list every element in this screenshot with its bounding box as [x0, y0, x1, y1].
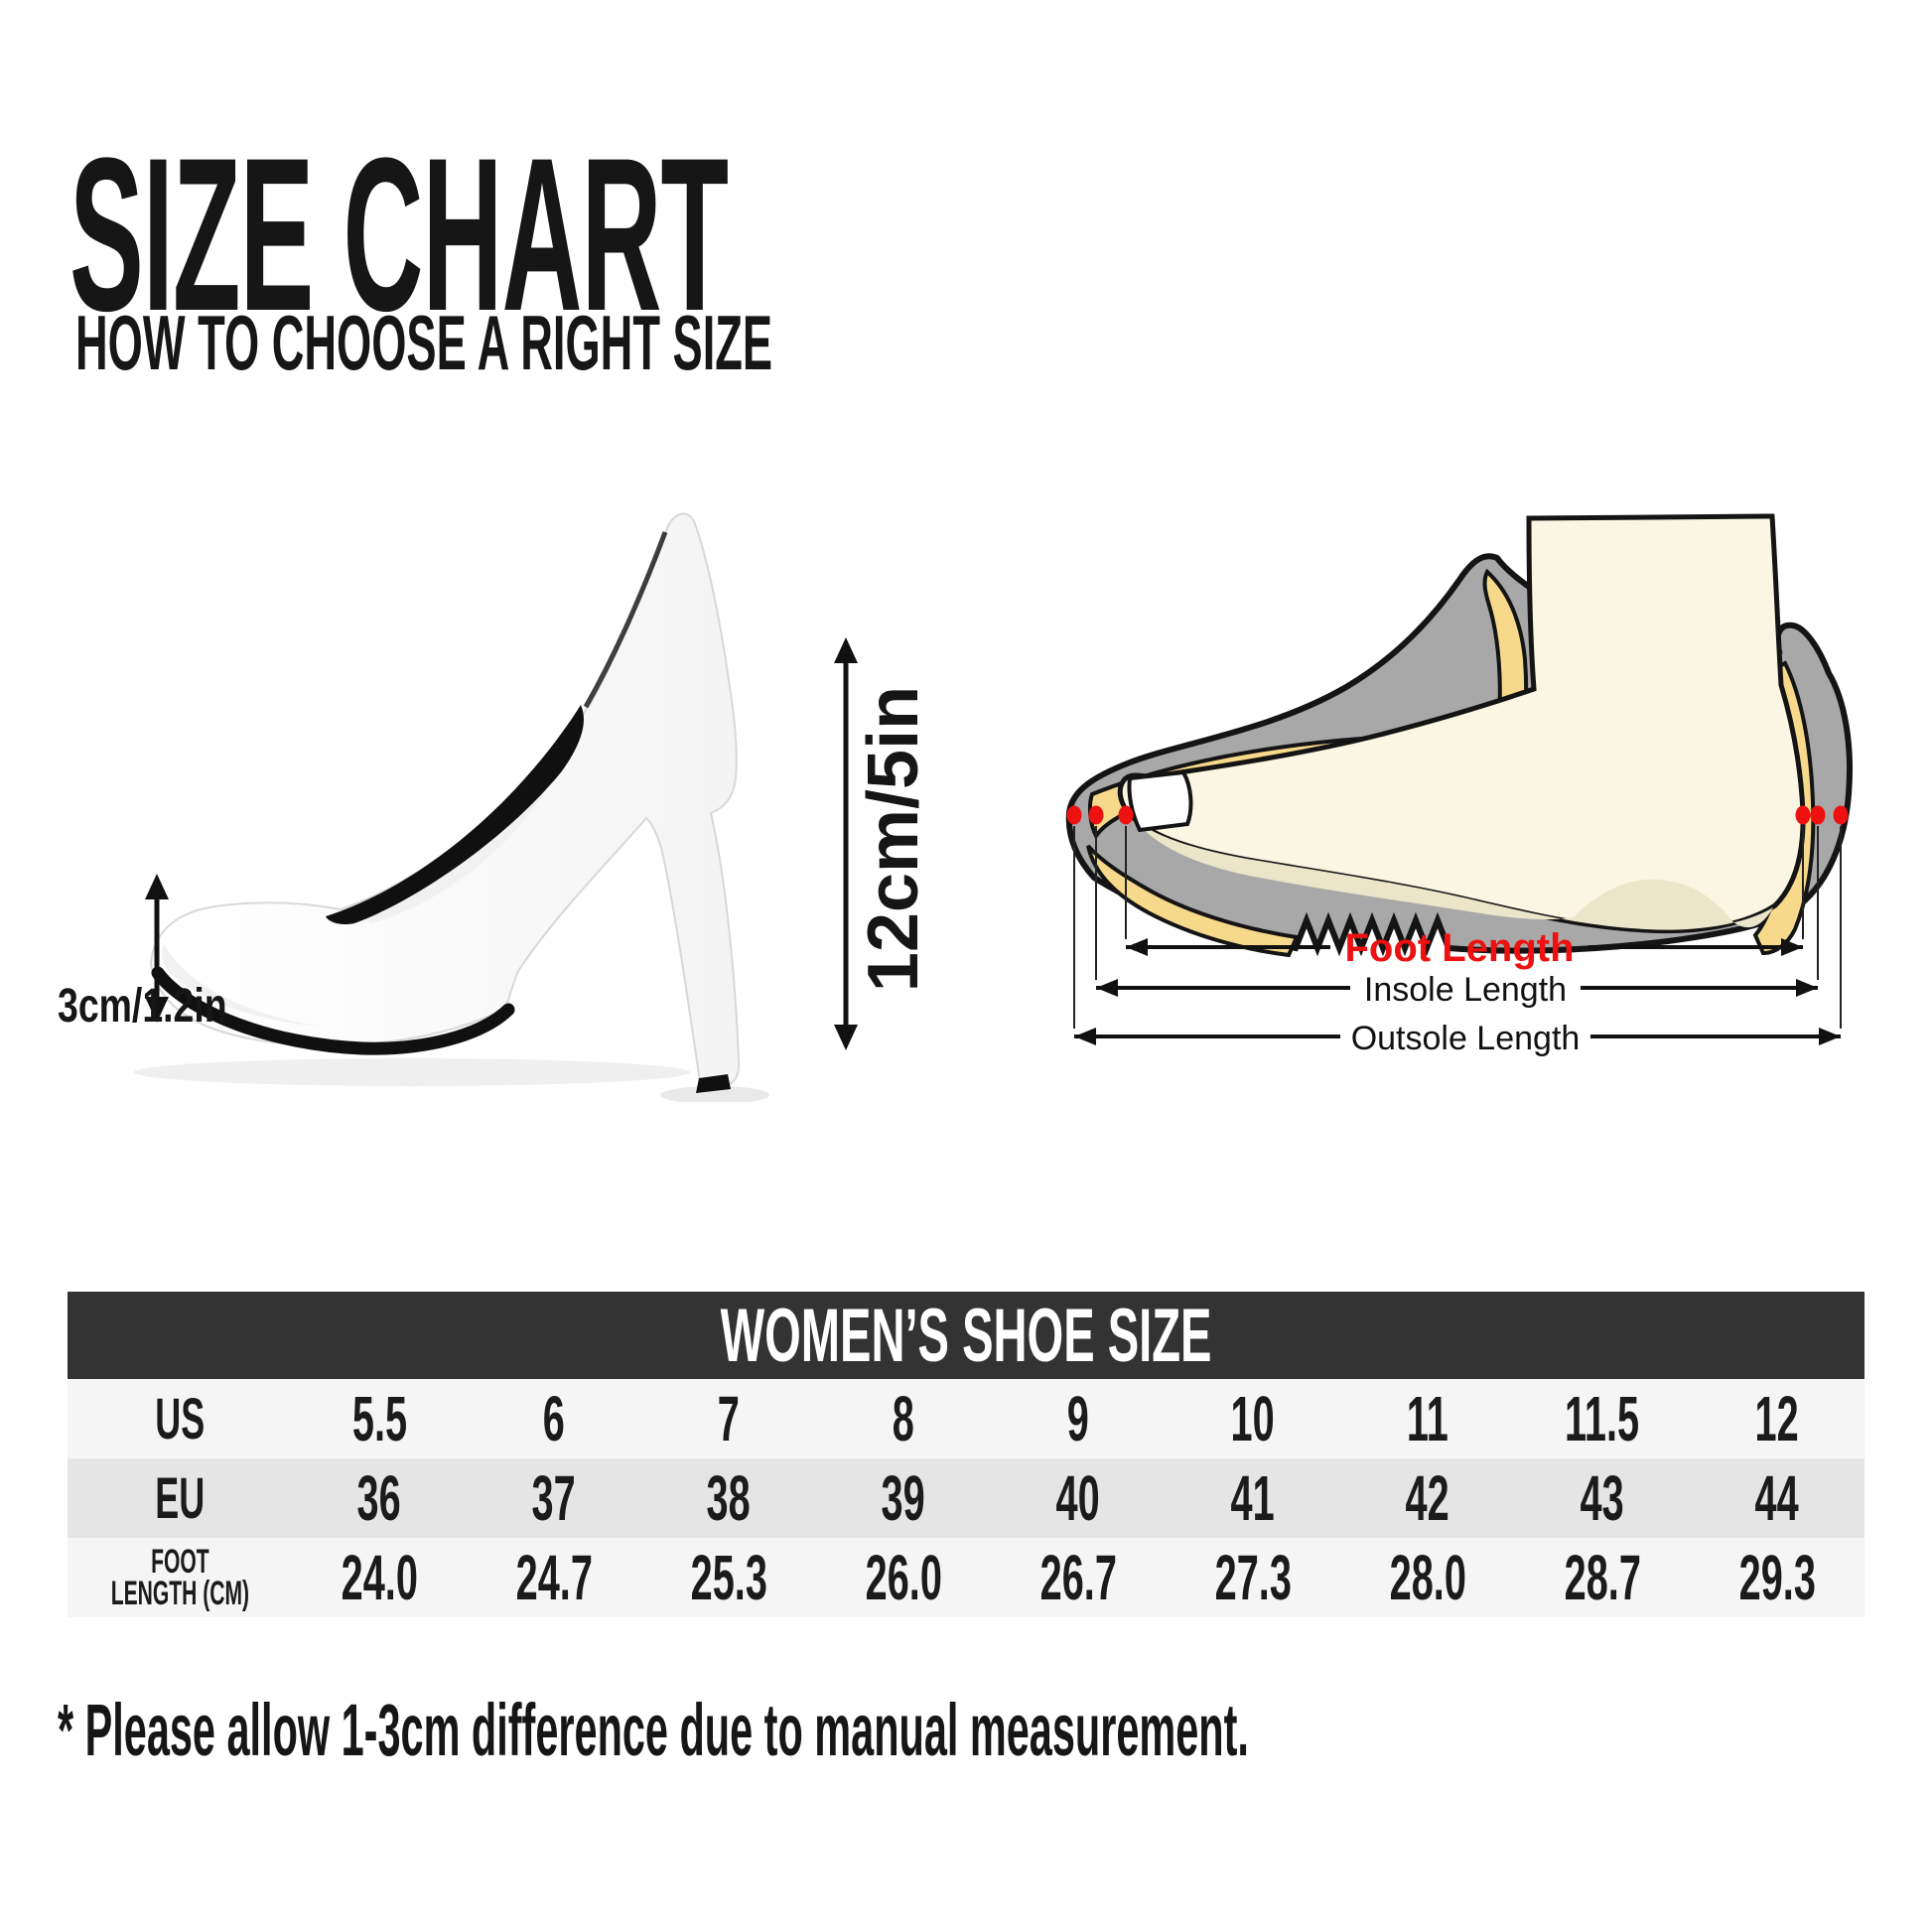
page-subtitle: HOW TO CHOOSE A RIGHT SIZE: [75, 304, 1278, 381]
foot-length-dimension: Foot Length: [1126, 926, 1803, 970]
insole-length-label: Insole Length: [1364, 971, 1567, 1009]
toenail-shape: [1127, 769, 1193, 833]
measurement-footnote: * Please allow 1-3cm difference due to m…: [58, 1689, 1249, 1771]
row-label-us: US: [155, 1386, 205, 1451]
table-title: WOMEN’S SHOE SIZE: [720, 1293, 1212, 1378]
page-subtitle-text: HOW TO CHOOSE A RIGHT SIZE: [75, 299, 773, 386]
table-title-cell: WOMEN’S SHOE SIZE: [68, 1292, 1865, 1379]
outsole-length-dimension: Outsole Length: [1074, 1020, 1841, 1057]
table-cell: 43: [1580, 1462, 1625, 1534]
foot-length-label: Foot Length: [1344, 926, 1574, 970]
table-cell: 11.5: [1565, 1383, 1640, 1454]
measurement-extension-lines: [1073, 826, 1842, 1029]
heel-height-arrow-icon: [834, 637, 858, 1050]
table-cell: 27.3: [1214, 1542, 1292, 1613]
insole-length-dimension: Insole Length: [1096, 971, 1818, 1009]
table-cell: 42: [1405, 1462, 1450, 1534]
table-cell: 37: [531, 1462, 577, 1534]
table-cell: 8: [892, 1383, 915, 1454]
table-cell: 10: [1230, 1383, 1276, 1454]
outsole-length-label: Outsole Length: [1351, 1020, 1581, 1057]
table-cell: 25.3: [690, 1542, 767, 1613]
table-cell: 24.0: [341, 1542, 418, 1613]
table-cell: 40: [1055, 1462, 1101, 1534]
platform-sole-edge: [151, 966, 515, 1055]
table-cell: 5.5: [351, 1383, 407, 1454]
table-cell: 6: [542, 1383, 566, 1454]
table-cell: 39: [881, 1462, 926, 1534]
shoe-topline-rim: [583, 531, 668, 709]
table-cell: 9: [1066, 1383, 1090, 1454]
table-cell: 26.7: [1039, 1542, 1117, 1613]
table-cell: 41: [1230, 1462, 1276, 1534]
row-label-eu: EU: [155, 1465, 205, 1531]
heel-height-label: 12cm/5in: [854, 685, 933, 993]
heel-tip-shadow: [660, 1086, 769, 1102]
table-cell: 28.7: [1564, 1542, 1641, 1613]
foot-sole-shade: [1126, 804, 1773, 930]
table-cell: 12: [1754, 1383, 1800, 1454]
shoe-platform-shade: [162, 943, 323, 1027]
heel-tip-cap: [696, 1074, 731, 1093]
table-cell: 24.7: [515, 1542, 593, 1613]
table-cell: 28.0: [1389, 1542, 1466, 1613]
row-label-foot-length: FOOT LENGTH (CM): [110, 1542, 249, 1612]
page-title: SIZE CHART: [69, 125, 1360, 344]
platform-height-arrow-icon: [145, 874, 169, 1023]
table-cell: 26.0: [865, 1542, 942, 1613]
table-cell: 7: [717, 1383, 741, 1454]
table-cell: 11: [1407, 1383, 1449, 1454]
table-cell: 36: [356, 1462, 402, 1534]
page-title-text: SIZE CHART: [69, 112, 729, 356]
high-heel-illustration: [134, 512, 769, 1102]
size-table: WOMEN’S SHOE SIZE US 5.5 6 7 8 9 10 11 1…: [68, 1292, 1865, 1617]
table-cell: 29.3: [1738, 1542, 1816, 1613]
table-row-foot-length: FOOT LENGTH (CM) 24.0 24.7 25.3 26.0 26.…: [68, 1538, 1865, 1617]
table-header-row: WOMEN’S SHOE SIZE: [68, 1292, 1865, 1379]
table-row-us: US 5.5 6 7 8 9 10 11 11.5 12: [68, 1379, 1865, 1458]
shoe-ground-shadow: [134, 1058, 690, 1086]
table-cell: 44: [1754, 1462, 1800, 1534]
platform-height-label: 3cm/1.2in: [58, 980, 227, 1033]
table-cell: 38: [706, 1462, 752, 1534]
foot-measurement-diagram: Foot Length Insole Length Outsole Length: [1065, 513, 1854, 1057]
measurement-point-dots: [1066, 805, 1849, 825]
table-row-eu: EU 36 37 38 39 40 41 42 43 44: [68, 1458, 1865, 1538]
